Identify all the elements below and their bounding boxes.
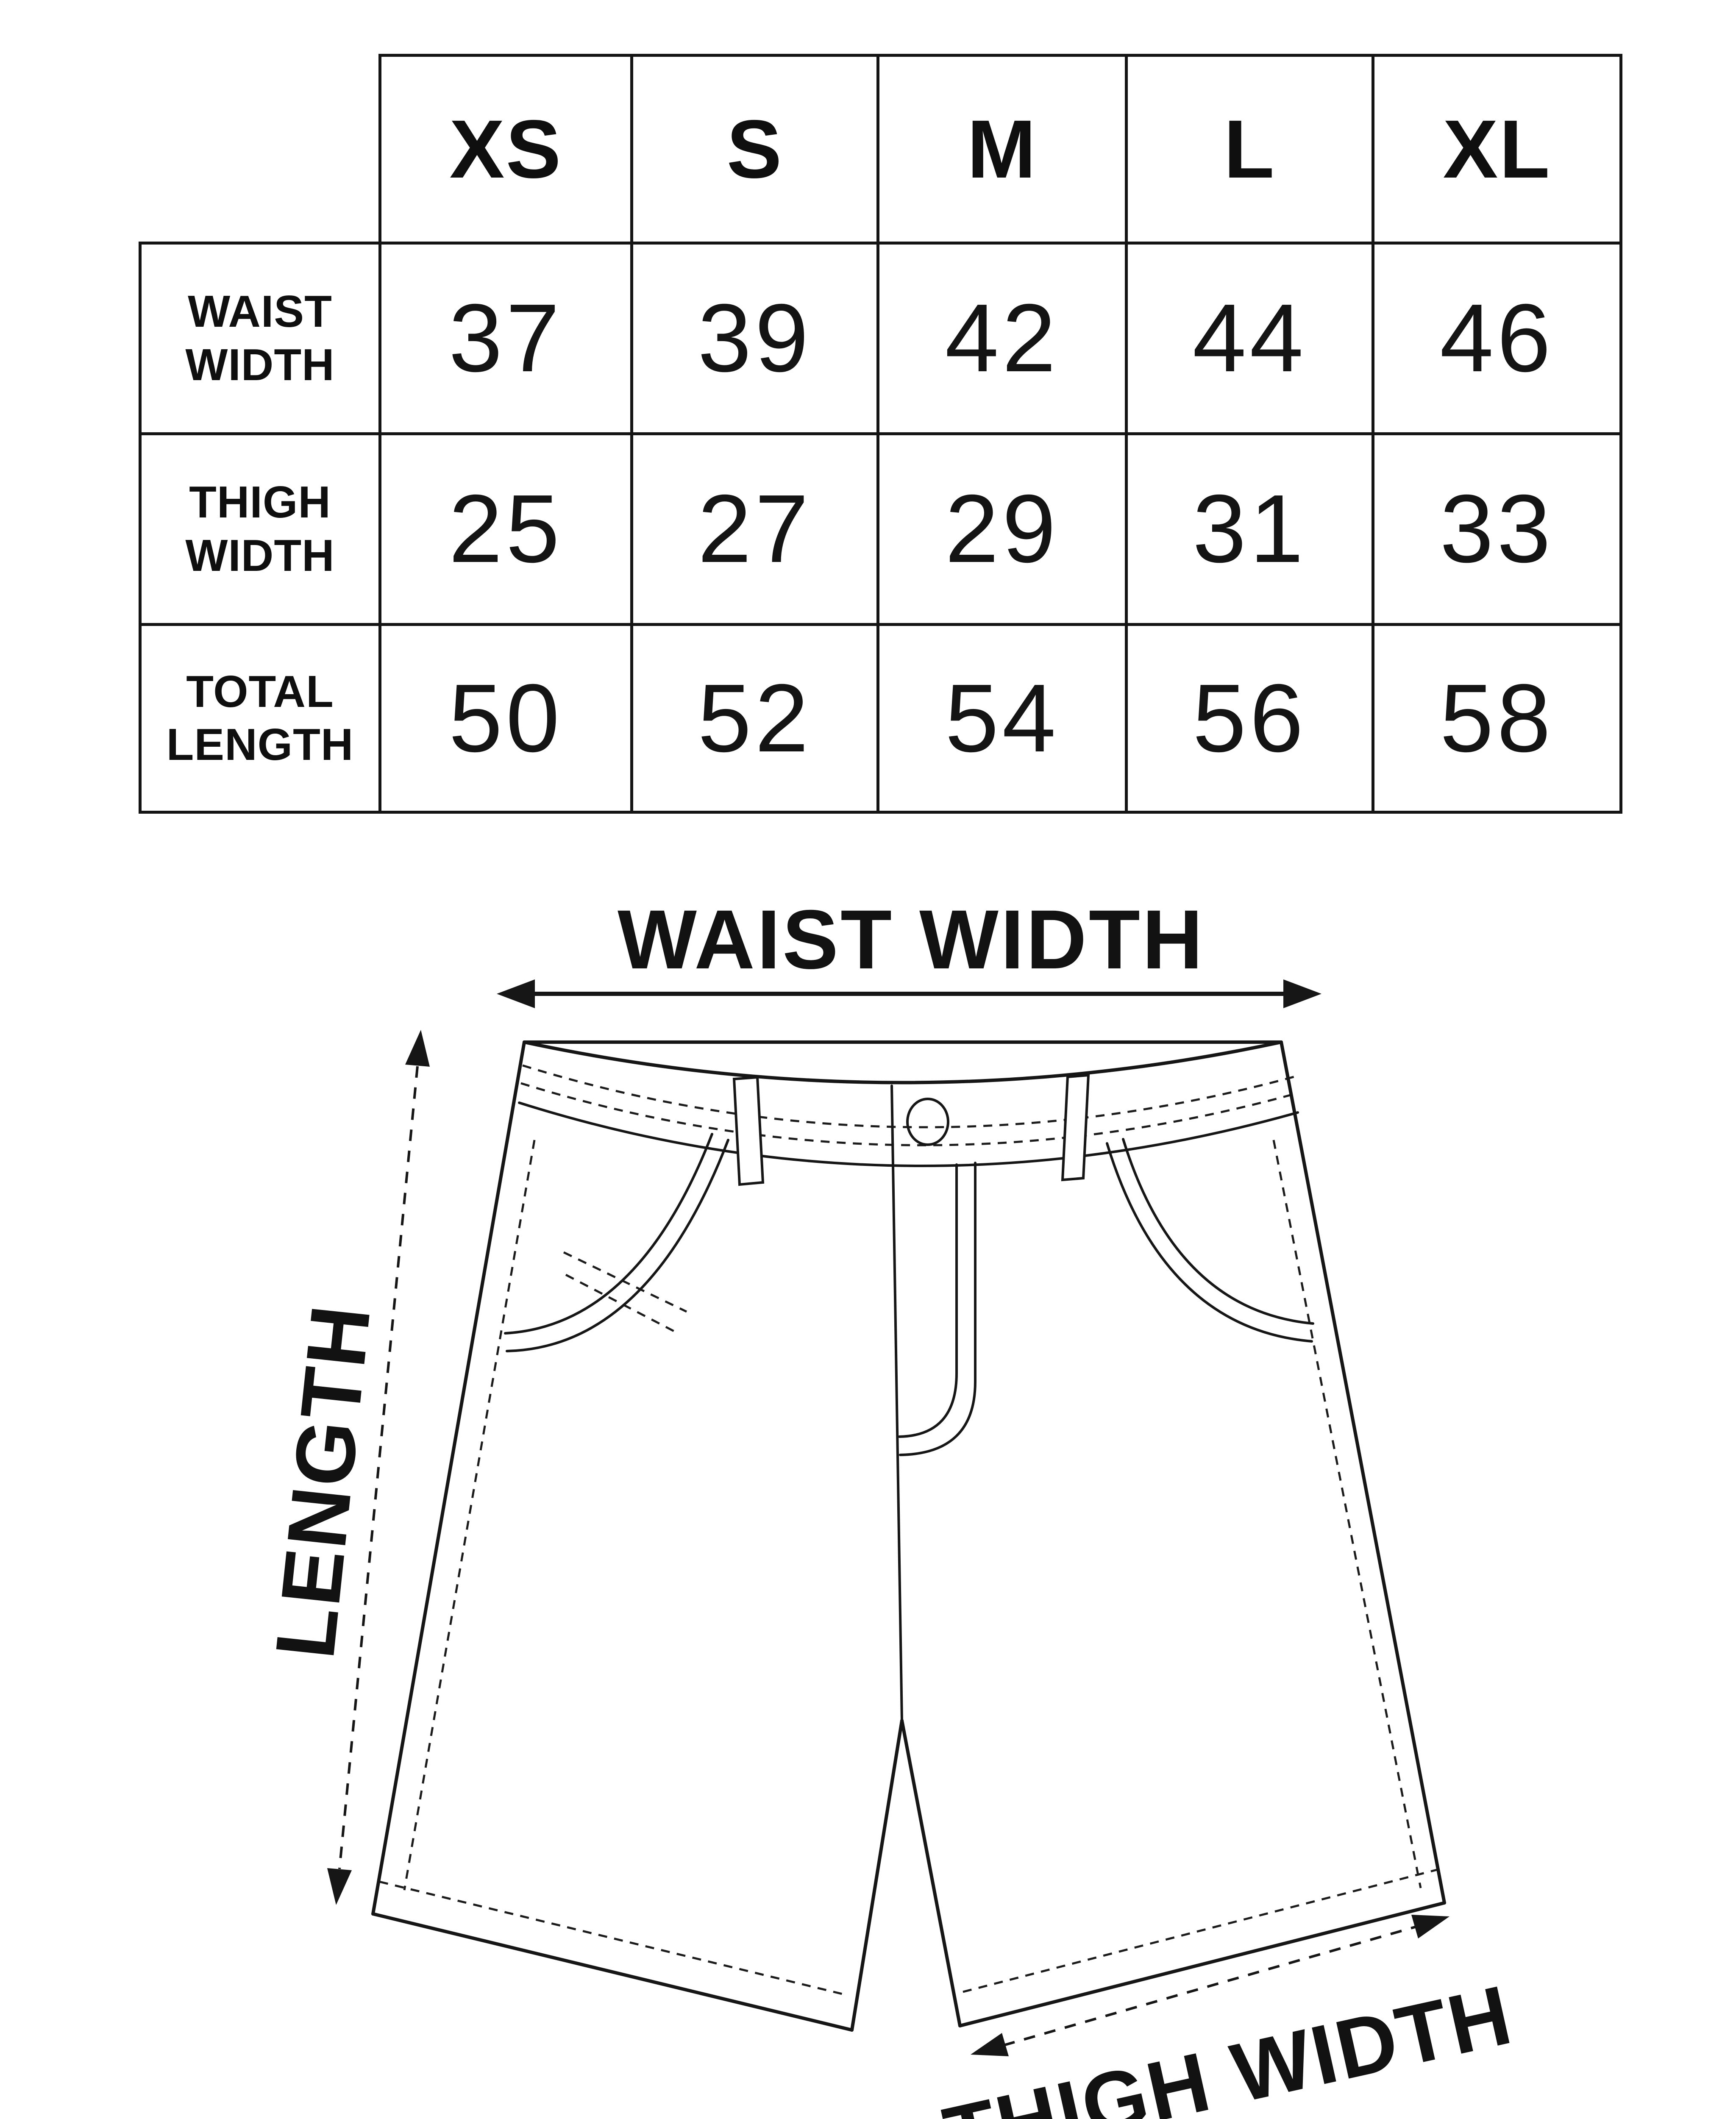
size-col-header-l: L	[1125, 54, 1374, 245]
waist-button-icon	[906, 1098, 949, 1146]
row-label-line: WAIST	[188, 286, 332, 337]
size-col-header-s: S	[630, 54, 879, 245]
pocket-bag-stitch-line	[563, 1251, 687, 1313]
waistband-stitch-line	[522, 1064, 1296, 1129]
belt-loop-right	[1061, 1073, 1090, 1182]
pocket-bag-stitch-line	[565, 1274, 676, 1333]
row-label-total-length: TOTAL LENGTH	[139, 623, 381, 814]
value-cell: 27	[630, 432, 879, 626]
table-header-row: XS S M L XL	[140, 54, 1622, 245]
waistband-stitch-line	[520, 1082, 1297, 1146]
waist-width-label: WAIST WIDTH	[618, 893, 1205, 986]
belt-loop-left	[732, 1076, 765, 1186]
left-inseam	[850, 1719, 904, 2032]
value-cell: 25	[378, 432, 633, 626]
left-pocket-curve-inner	[504, 1133, 713, 1335]
row-label-line: WIDTH	[185, 339, 335, 390]
waist-width-arrow	[497, 979, 1321, 1008]
right-seam-stitch-line	[1272, 1140, 1422, 1888]
right-pocket-curve-inner	[1122, 1138, 1314, 1325]
arrowhead-left-icon	[971, 2033, 1009, 2056]
table-row-thigh-width: THIGH WIDTH 25 27 29 31 33	[139, 432, 1622, 626]
value-cell: 33	[1372, 432, 1622, 626]
length-arrow	[327, 1030, 430, 1905]
arrowhead-left-icon	[497, 979, 535, 1008]
size-table: XS S M L XL WAIST WIDTH 37 39 42 44 46 T…	[139, 54, 1622, 814]
value-cell: 50	[378, 623, 633, 814]
value-cell: 39	[630, 242, 879, 435]
shorts-outline	[371, 1040, 1446, 2032]
value-cell: 44	[1125, 242, 1374, 435]
row-label-line: WIDTH	[185, 530, 335, 581]
left-side-seam	[371, 1040, 526, 1916]
length-arrow-line	[338, 1066, 419, 1869]
table-row-waist-width: WAIST WIDTH 37 39 42 44 46	[139, 242, 1622, 435]
fly-j-stitch-inner	[898, 1163, 958, 1438]
right-pocket-curve	[1106, 1142, 1313, 1343]
value-cell: 56	[1125, 623, 1374, 814]
left-hem-stitch-line	[379, 1880, 848, 1997]
center-front-seam	[890, 1085, 903, 1722]
value-cell: 52	[630, 623, 879, 814]
arrowhead-right-icon	[1283, 979, 1321, 1008]
value-cell: 58	[1372, 623, 1622, 814]
row-label-line: LENGTH	[166, 720, 354, 770]
size-col-header-m: M	[876, 54, 1128, 245]
left-pocket-curve	[506, 1139, 729, 1352]
row-label-line: THIGH	[189, 477, 331, 528]
row-label-thigh-width: THIGH WIDTH	[139, 432, 381, 626]
arrowhead-right-icon	[1411, 1915, 1449, 1938]
table-row-total-length: TOTAL LENGTH 50 52 54 56 58	[139, 623, 1622, 814]
size-col-header-xl: XL	[1372, 54, 1622, 245]
value-cell: 42	[876, 242, 1128, 435]
right-hem-stitch-line	[963, 1869, 1437, 1993]
garment-details	[504, 1073, 1314, 1456]
row-label-line: TOTAL	[186, 666, 334, 717]
value-cell: 46	[1372, 242, 1622, 435]
row-label-waist-width: WAIST WIDTH	[139, 242, 381, 435]
right-hem-edge	[958, 1901, 1446, 2027]
right-inseam	[900, 1719, 962, 2027]
value-cell: 29	[876, 432, 1128, 626]
arrowhead-top-icon	[405, 1030, 430, 1067]
thigh-width-arrow	[971, 1915, 1449, 2056]
size-col-header-xs: XS	[378, 54, 633, 245]
thigh-arrow-line	[1003, 1925, 1417, 2047]
left-hem-edge	[371, 1912, 854, 2032]
value-cell: 54	[876, 623, 1128, 814]
value-cell: 37	[378, 242, 633, 435]
arrowhead-bottom-icon	[327, 1868, 352, 1905]
right-side-seam	[1280, 1040, 1446, 1905]
waist-front-curve	[523, 1040, 1283, 1085]
value-cell: 31	[1125, 432, 1374, 626]
fly-j-stitch-outer	[899, 1162, 976, 1456]
waistband-bottom-edge	[518, 1101, 1299, 1167]
stitching	[379, 1064, 1437, 1997]
left-seam-stitch-line	[403, 1140, 536, 1891]
